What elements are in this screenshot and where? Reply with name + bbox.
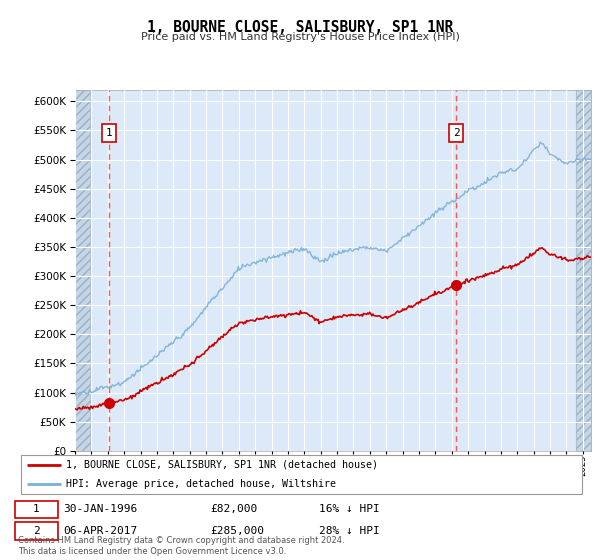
Text: 1: 1: [106, 128, 112, 138]
FancyBboxPatch shape: [21, 455, 582, 494]
Text: HPI: Average price, detached house, Wiltshire: HPI: Average price, detached house, Wilt…: [66, 479, 336, 489]
Text: £82,000: £82,000: [211, 505, 258, 514]
Text: 1, BOURNE CLOSE, SALISBURY, SP1 1NR: 1, BOURNE CLOSE, SALISBURY, SP1 1NR: [147, 20, 453, 35]
Text: 16% ↓ HPI: 16% ↓ HPI: [319, 505, 379, 514]
Text: 28% ↓ HPI: 28% ↓ HPI: [319, 526, 379, 536]
Text: 2: 2: [453, 128, 460, 138]
Text: 2: 2: [33, 526, 40, 536]
Text: 30-JAN-1996: 30-JAN-1996: [64, 505, 137, 514]
Text: Price paid vs. HM Land Registry's House Price Index (HPI): Price paid vs. HM Land Registry's House …: [140, 32, 460, 43]
Text: £285,000: £285,000: [211, 526, 265, 536]
Text: 1, BOURNE CLOSE, SALISBURY, SP1 1NR (detached house): 1, BOURNE CLOSE, SALISBURY, SP1 1NR (det…: [66, 460, 378, 470]
FancyBboxPatch shape: [15, 501, 58, 518]
Text: Contains HM Land Registry data © Crown copyright and database right 2024.
This d: Contains HM Land Registry data © Crown c…: [18, 536, 344, 556]
Text: 06-APR-2017: 06-APR-2017: [64, 526, 137, 536]
Text: 1: 1: [33, 505, 40, 514]
FancyBboxPatch shape: [15, 522, 58, 540]
